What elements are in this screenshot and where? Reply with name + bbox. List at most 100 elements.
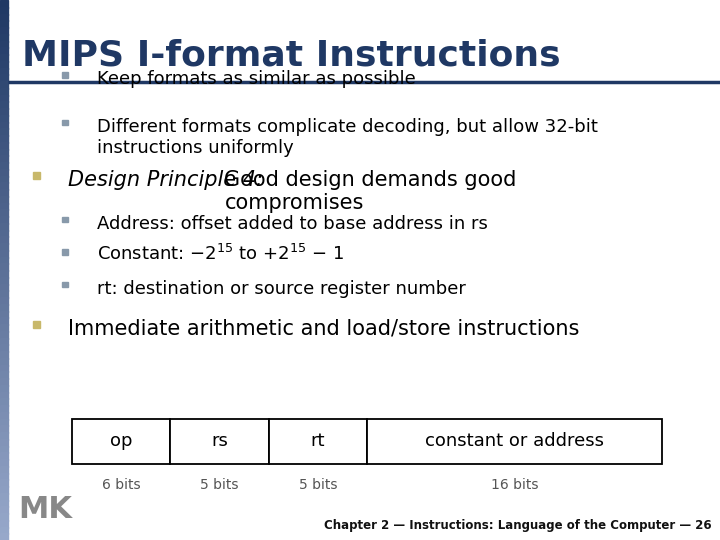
Bar	[0, 486, 8, 494]
Bar	[0, 399, 8, 406]
Bar	[0, 411, 8, 420]
Bar	[0, 263, 8, 271]
Bar	[0, 500, 8, 507]
Bar	[0, 276, 8, 285]
Text: op: op	[110, 433, 132, 450]
Bar	[0, 189, 8, 197]
Bar	[0, 68, 8, 75]
Bar	[0, 330, 8, 339]
Bar	[0, 513, 8, 521]
Text: MK: MK	[18, 495, 72, 524]
Bar	[0, 338, 8, 345]
Bar	[0, 384, 8, 393]
Bar	[0, 480, 8, 487]
Bar	[0, 6, 8, 15]
Bar	[0, 237, 8, 244]
Bar	[0, 324, 8, 332]
Bar	[0, 156, 8, 163]
Bar	[0, 20, 8, 28]
Bar	[0, 492, 8, 501]
Bar	[0, 249, 8, 258]
Text: rt: rt	[311, 433, 325, 450]
Bar	[0, 405, 8, 413]
Bar	[0, 94, 8, 102]
Bar	[0, 108, 8, 116]
Bar	[0, 74, 8, 82]
Bar	[0, 216, 8, 224]
Bar	[0, 345, 8, 352]
Text: Constant: $-2^{15}$ to $+2^{15}$ $-$ 1: Constant: $-2^{15}$ to $+2^{15}$ $-$ 1	[97, 244, 344, 264]
Bar	[0, 135, 8, 143]
Bar	[0, 256, 8, 264]
Bar	[0, 209, 8, 217]
Bar	[0, 183, 8, 190]
Bar	[0, 446, 8, 453]
Bar	[0, 14, 8, 21]
Bar	[0, 472, 8, 480]
Bar	[0, 60, 8, 69]
Text: 5 bits: 5 bits	[299, 478, 337, 492]
Bar	[0, 115, 8, 123]
Bar	[0, 0, 8, 8]
Text: Keep formats as similar as possible: Keep formats as similar as possible	[97, 70, 416, 88]
Bar	[0, 303, 8, 312]
Bar	[269, 418, 367, 464]
Bar	[33, 321, 40, 328]
Bar	[0, 459, 8, 467]
Bar	[0, 426, 8, 433]
Bar	[0, 33, 8, 42]
Bar	[0, 141, 8, 150]
Bar	[0, 364, 8, 372]
Bar	[72, 418, 171, 464]
Bar	[0, 243, 8, 251]
Text: Address: offset added to base address in rs: Address: offset added to base address in…	[97, 215, 488, 233]
Text: Immediate arithmetic and load/store instructions: Immediate arithmetic and load/store inst…	[68, 319, 580, 339]
Text: 16 bits: 16 bits	[491, 478, 539, 492]
Bar	[0, 418, 8, 426]
Text: rt: destination or source register number: rt: destination or source register numbe…	[97, 280, 466, 298]
Text: 5 bits: 5 bits	[200, 478, 239, 492]
Bar	[0, 222, 8, 231]
Bar	[62, 120, 68, 125]
Bar	[0, 534, 8, 540]
Bar	[0, 372, 8, 379]
Bar	[62, 249, 68, 255]
Text: Design Principle 4:: Design Principle 4:	[68, 170, 270, 190]
Text: MIPS I-format Instructions: MIPS I-format Instructions	[22, 38, 561, 72]
Text: Different formats complicate decoding, but allow 32-bit
instructions uniformly: Different formats complicate decoding, b…	[97, 118, 598, 157]
Bar	[0, 378, 8, 386]
Bar	[0, 519, 8, 528]
Bar	[0, 297, 8, 305]
Bar	[0, 176, 8, 183]
Bar	[0, 195, 8, 204]
Bar	[0, 317, 8, 325]
Bar	[33, 172, 40, 179]
Bar	[0, 438, 8, 447]
Bar	[0, 392, 8, 399]
Bar	[0, 128, 8, 136]
Bar	[0, 310, 8, 318]
Bar	[0, 507, 8, 514]
Bar	[0, 432, 8, 440]
Bar	[0, 351, 8, 359]
Bar	[367, 418, 662, 464]
Bar	[0, 27, 8, 35]
Text: Good design demands good
compromises: Good design demands good compromises	[225, 170, 517, 213]
Bar	[0, 81, 8, 89]
Bar	[0, 270, 8, 278]
Bar	[0, 162, 8, 170]
Bar	[0, 291, 8, 298]
Text: constant or address: constant or address	[426, 433, 604, 450]
Text: Chapter 2 — Instructions: Language of the Computer — 26: Chapter 2 — Instructions: Language of th…	[325, 519, 712, 532]
Bar	[0, 284, 8, 291]
Bar	[0, 40, 8, 48]
Bar	[0, 465, 8, 474]
Text: rs: rs	[211, 433, 228, 450]
Bar	[0, 102, 8, 109]
Bar	[0, 47, 8, 55]
Bar	[0, 202, 8, 210]
Bar	[171, 418, 269, 464]
Text: 6 bits: 6 bits	[102, 478, 140, 492]
Bar	[0, 122, 8, 129]
Bar	[0, 357, 8, 366]
